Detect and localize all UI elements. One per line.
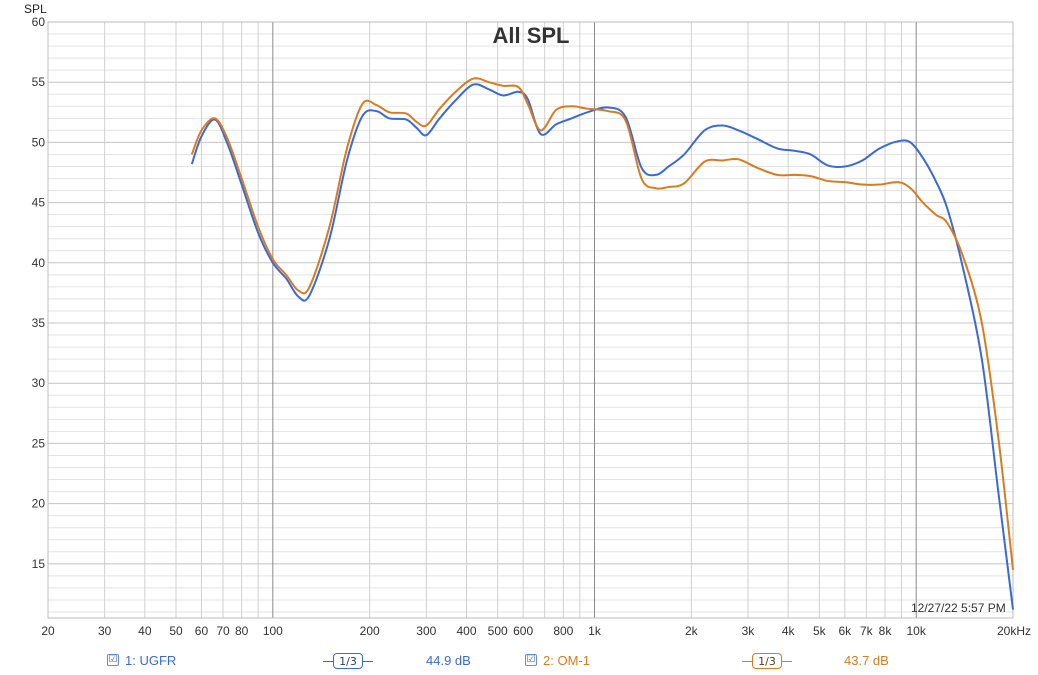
x-tick-label: 30 (98, 624, 112, 638)
series-1-smoothing-value[interactable]: 1/3 (333, 653, 363, 669)
x-tick-label: 3k (742, 624, 756, 638)
series-1-smoothing-line-right (363, 660, 373, 662)
series-2-smoothing-line-left (742, 660, 752, 662)
x-tick-label: 50 (169, 624, 183, 638)
series-2-level-value: 43.7 dB (844, 652, 889, 668)
x-tick-label: 100 (263, 624, 283, 638)
y-tick-label: 40 (32, 256, 46, 270)
y-axis-label: SPL (24, 2, 47, 16)
plot-frame (47, 21, 1014, 619)
series-1-checkbox[interactable]: ☑ (107, 654, 119, 666)
x-tick-label: 70 (216, 624, 230, 638)
chart-labels: 15 20 25 30 35 40 45 50 55 60 20 30 40 50 60 70 80 100 200… (32, 15, 1031, 638)
y-tick-label: 30 (32, 376, 46, 390)
series-2-smoothing-value[interactable]: 1/3 (752, 653, 782, 669)
series-2-level: 43.7 dB (844, 650, 889, 670)
timestamp: 12/27/22 5:57 PM (911, 601, 1006, 615)
y-tick-label: 15 (32, 557, 46, 571)
y-tick-label: 60 (32, 15, 46, 29)
chart-series (190, 77, 1014, 610)
x-tick-label: 6k (838, 624, 852, 638)
x-tick-label: 5k (813, 624, 827, 638)
y-tick-label: 55 (32, 75, 46, 89)
chart-grid (47, 21, 1014, 619)
x-tick-label: 8k (879, 624, 893, 638)
series-2-smoothing-control[interactable]: 1/3 (742, 652, 792, 670)
legend-series-1[interactable]: ☑ 1: UGFR (107, 650, 176, 670)
series-1-level-value: 44.9 dB (426, 652, 471, 668)
chart-title: All SPL (492, 23, 569, 48)
x-tick-label: 80 (235, 624, 249, 638)
series-2-smoothing-line-right (782, 660, 792, 662)
series-2-checkbox[interactable]: ☑ (525, 654, 537, 666)
x-tick-label: 1k (588, 624, 602, 638)
x-tick-label: 2k (685, 624, 699, 638)
x-tick-label: 40 (138, 624, 152, 638)
y-tick-label: 20 (32, 497, 46, 511)
x-tick-label: 800 (553, 624, 573, 638)
x-tick-label: 7k (860, 624, 874, 638)
x-tick-label: 600 (513, 624, 533, 638)
series-1-label: 1: UGFR (125, 652, 177, 668)
series-1-smoothing-line-left (323, 660, 333, 662)
y-tick-label: 45 (32, 196, 46, 210)
y-tick-label: 35 (32, 316, 46, 330)
legend-series-2[interactable]: ☑ 2: OM-1 (525, 650, 590, 670)
x-tick-label: 200 (360, 624, 380, 638)
series-line-2 (190, 77, 1014, 570)
series-1-smoothing-control[interactable]: 1/3 (323, 652, 373, 670)
y-tick-label: 25 (32, 436, 46, 450)
x-tick-label: 500 (488, 624, 508, 638)
x-tick-label: 400 (456, 624, 476, 638)
x-tick-label: 300 (416, 624, 436, 638)
x-tick-label: 4k (782, 624, 796, 638)
series-1-level: 44.9 dB (426, 650, 471, 670)
series-line-1 (190, 83, 1014, 610)
x-tick-label: 60 (195, 624, 209, 638)
spl-chart: 15 20 25 30 35 40 45 50 55 60 20 30 40 50 60 70 80 100 200… (24, 2, 1031, 638)
x-tick-label: 20 (41, 624, 55, 638)
x-tick-label: 10k (906, 624, 926, 638)
y-tick-label: 50 (32, 135, 46, 149)
x-tick-label: 20kHz (997, 624, 1031, 638)
series-2-label: 2: OM-1 (543, 652, 590, 668)
